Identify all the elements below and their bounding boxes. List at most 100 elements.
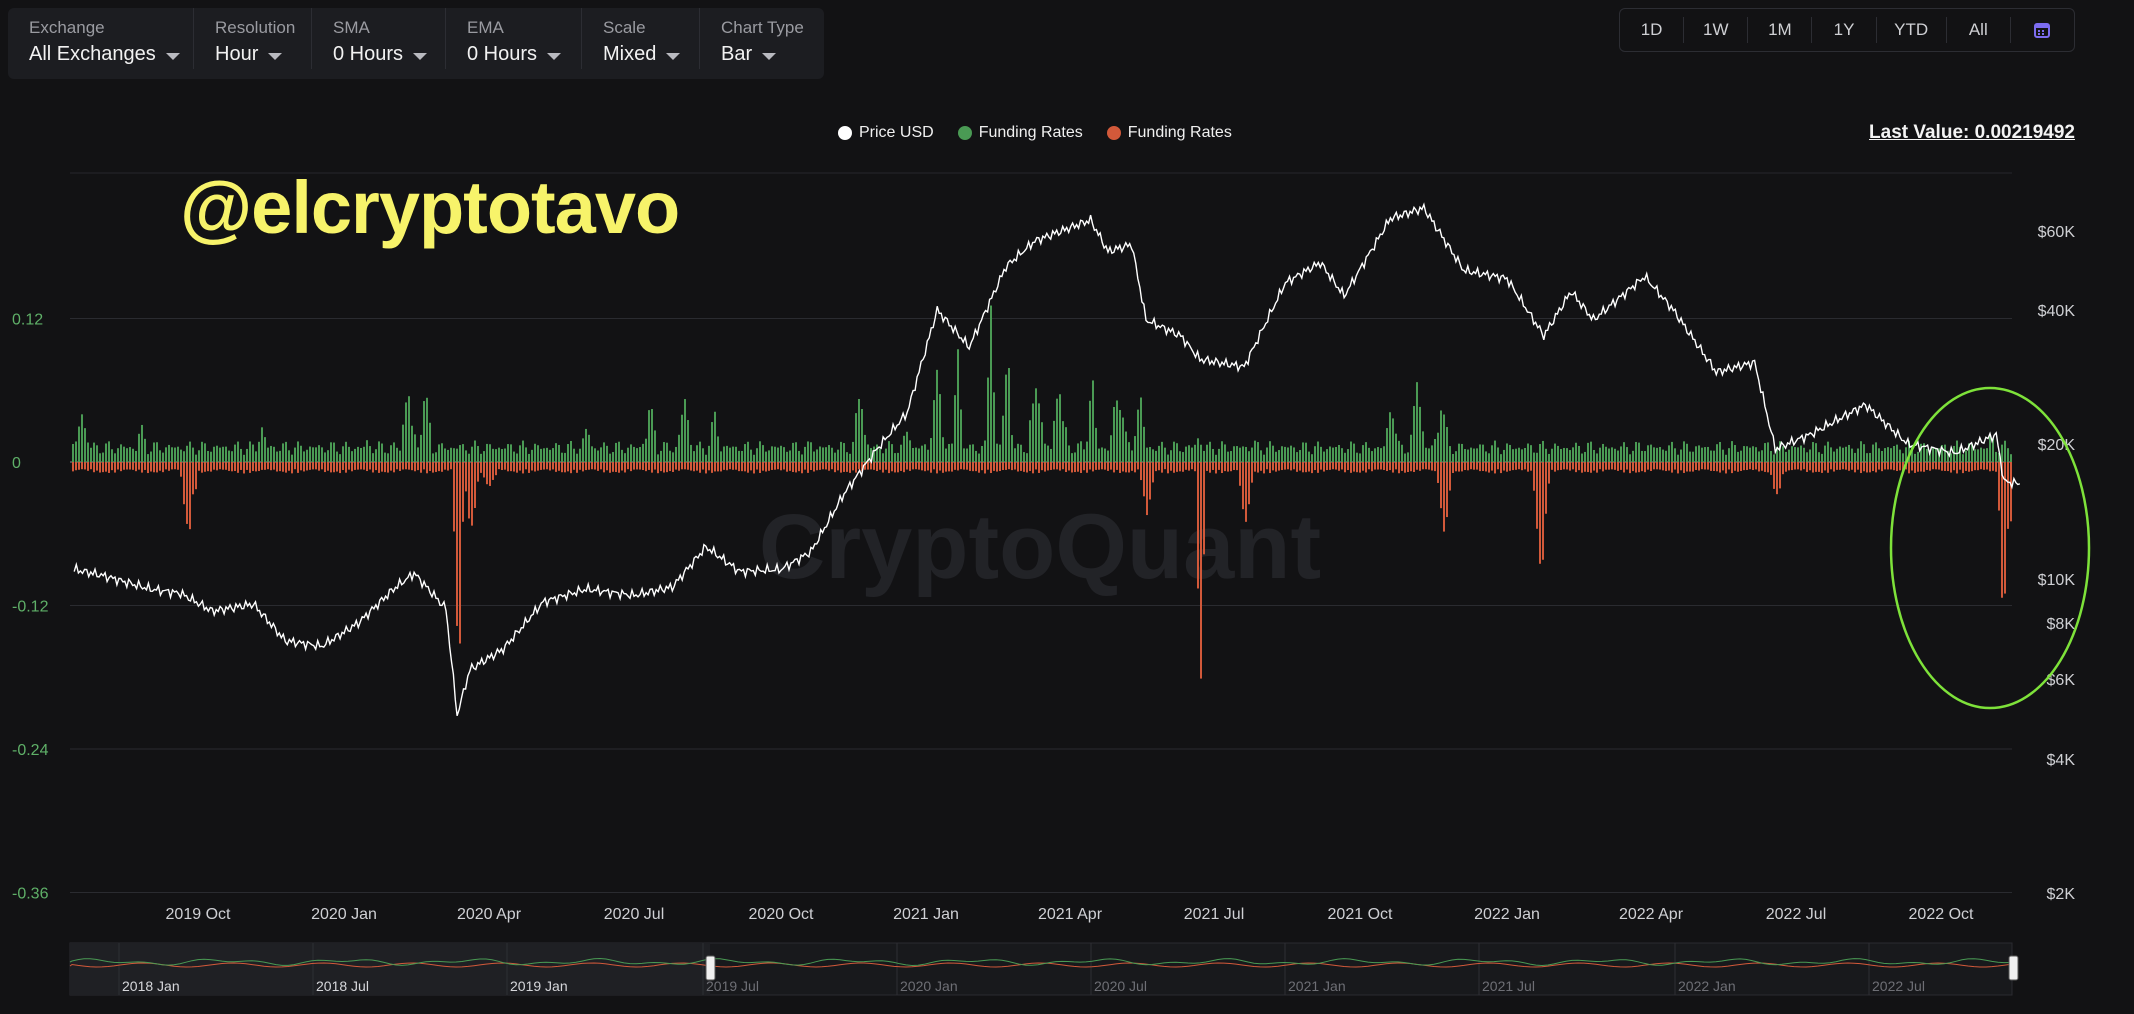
funding-bar — [315, 462, 317, 470]
funding-bar — [105, 443, 107, 462]
funding-bar — [297, 441, 299, 462]
dropdown-value[interactable]: Mixed — [603, 43, 681, 66]
funding-bar — [1341, 448, 1343, 462]
funding-bar — [1998, 452, 2000, 462]
funding-bar — [702, 462, 704, 470]
funding-bar — [930, 438, 932, 462]
range-button-1d[interactable]: 1D — [1620, 17, 1685, 43]
dropdown-value-text: 0 Hours — [467, 43, 538, 65]
navigator-tick-label: 2020 Jul — [1094, 978, 1147, 994]
funding-bar — [1848, 462, 1850, 471]
funding-bar — [561, 452, 563, 462]
dropdown-resolution[interactable]: Resolution Hour — [194, 8, 312, 69]
funding-bar — [495, 449, 497, 462]
funding-bar — [243, 454, 245, 462]
funding-bar — [201, 462, 203, 473]
funding-bar — [1197, 462, 1199, 589]
dropdown-chart-type[interactable]: Chart Type Bar — [700, 8, 824, 69]
dropdown-ema[interactable]: EMA 0 Hours — [446, 8, 582, 69]
funding-bar — [357, 446, 359, 462]
legend-label: Funding Rates — [978, 124, 1083, 141]
funding-bar — [870, 448, 872, 462]
funding-bar — [540, 448, 542, 462]
funding-bar — [1305, 442, 1307, 462]
funding-bar — [1251, 447, 1253, 462]
funding-bar — [390, 462, 392, 471]
funding-bar — [1659, 462, 1661, 470]
funding-bar — [537, 462, 539, 471]
dropdown-sma[interactable]: SMA 0 Hours — [312, 8, 446, 69]
funding-bar — [249, 441, 251, 462]
funding-bar — [1548, 462, 1550, 484]
funding-bar — [213, 446, 215, 462]
funding-bar — [834, 452, 836, 462]
funding-bar — [1791, 446, 1793, 462]
funding-bar — [828, 445, 830, 462]
funding-bar — [1038, 462, 1040, 473]
funding-bar — [840, 441, 842, 462]
funding-bar — [1062, 421, 1064, 462]
funding-bar — [1170, 462, 1172, 471]
range-button-1y[interactable]: 1Y — [1812, 17, 1877, 43]
dropdown-value[interactable]: 0 Hours — [333, 43, 428, 66]
funding-bar — [1896, 444, 1898, 462]
dropdown-value[interactable]: All Exchanges — [29, 43, 180, 66]
funding-bar — [774, 462, 776, 470]
range-button-all[interactable]: All — [1947, 17, 2011, 43]
dropdown-value[interactable]: Bar — [721, 43, 804, 66]
funding-bar — [1689, 462, 1691, 472]
funding-bar — [141, 462, 143, 473]
funding-bar — [150, 462, 152, 472]
funding-bar — [723, 462, 725, 470]
range-button-1m[interactable]: 1M — [1748, 17, 1813, 43]
dropdown-value[interactable]: Hour — [215, 43, 291, 66]
funding-bar — [438, 462, 440, 472]
legend-item-funding-negative[interactable]: Funding Rates — [1106, 124, 1232, 142]
funding-bar — [723, 446, 725, 462]
funding-bar — [246, 462, 248, 470]
funding-bar — [174, 447, 176, 462]
funding-bar — [744, 462, 746, 472]
funding-bar — [1698, 445, 1700, 462]
funding-bar — [1350, 441, 1352, 462]
funding-bar — [1446, 462, 1448, 518]
legend-item-price[interactable]: Price USD — [838, 124, 934, 142]
range-button-1w[interactable]: 1W — [1684, 17, 1749, 43]
funding-bar — [624, 462, 626, 473]
funding-bar — [1512, 462, 1514, 471]
funding-bar — [1353, 462, 1355, 472]
funding-bar — [1716, 444, 1718, 462]
calendar-icon[interactable] — [2011, 17, 2074, 43]
funding-bar — [1092, 462, 1094, 472]
funding-bar — [1614, 448, 1616, 462]
x-tick-label: 2020 Oct — [749, 906, 814, 923]
funding-bar — [90, 447, 92, 462]
funding-bar — [528, 453, 530, 462]
legend-item-funding-positive[interactable]: Funding Rates — [957, 124, 1083, 142]
funding-bar — [1539, 444, 1541, 462]
funding-bar — [1914, 453, 1916, 462]
funding-bar — [1059, 394, 1061, 462]
funding-bar — [267, 462, 269, 470]
funding-bar — [264, 437, 266, 462]
funding-bar — [1569, 450, 1571, 462]
funding-bar — [1257, 462, 1259, 473]
funding-bar — [1665, 462, 1667, 472]
funding-bar — [1332, 447, 1334, 462]
funding-bar — [735, 446, 737, 462]
funding-bar — [1668, 462, 1670, 471]
dropdown-exchange[interactable]: Exchange All Exchanges — [8, 8, 194, 69]
funding-bar — [1632, 450, 1634, 462]
funding-bar — [672, 452, 674, 462]
funding-bar — [1629, 462, 1631, 474]
dropdown-scale[interactable]: Scale Mixed — [582, 8, 700, 69]
range-button-ytd[interactable]: YTD — [1877, 17, 1947, 43]
funding-bar — [1707, 446, 1709, 462]
funding-bar — [639, 447, 641, 462]
funding-bar — [786, 462, 788, 472]
funding-bar — [918, 462, 920, 470]
funding-bar — [933, 400, 935, 462]
funding-bar — [351, 462, 353, 472]
dropdown-value[interactable]: 0 Hours — [467, 43, 562, 66]
funding-bar — [1083, 449, 1085, 462]
